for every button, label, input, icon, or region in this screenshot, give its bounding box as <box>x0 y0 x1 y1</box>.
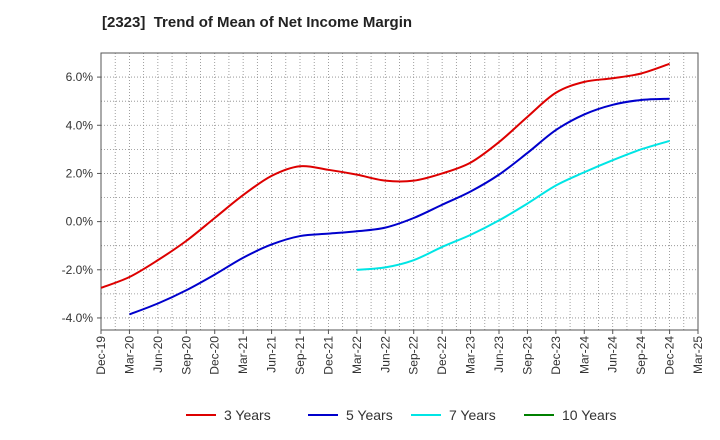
x-tick-label: Mar-24 <box>577 336 591 374</box>
x-tick-label: Dec-19 <box>94 336 108 375</box>
x-tick-label: Mar-25 <box>691 336 705 374</box>
x-tick-label: Mar-21 <box>236 336 250 374</box>
series-line-3-years <box>100 62 670 289</box>
y-tick-label: 0.0% <box>66 215 94 229</box>
y-tick-label: 4.0% <box>66 118 94 132</box>
y-tick-label: -2.0% <box>62 263 94 277</box>
x-tick-label: Jun-20 <box>151 336 165 373</box>
plot-border <box>100 52 699 331</box>
x-tick-label: Dec-23 <box>549 336 563 375</box>
x-tick-label: Mar-20 <box>122 336 136 374</box>
grid-lines <box>101 52 698 330</box>
y-tick-label: -4.0% <box>62 311 94 325</box>
legend-label: 5 Years <box>346 407 393 423</box>
x-tick-label: Dec-21 <box>321 336 335 375</box>
chart-title: [2323] Trend of Mean of Net Income Margi… <box>102 14 413 31</box>
x-tick-label: Jun-23 <box>492 336 506 373</box>
x-tick-label: Sep-20 <box>179 336 193 375</box>
x-tick-label: Sep-23 <box>520 336 534 375</box>
x-tick-label: Mar-23 <box>464 336 478 374</box>
x-tick-label: Sep-21 <box>293 336 307 375</box>
y-tick-label: 2.0% <box>66 166 94 180</box>
legend-label: 10 Years <box>562 407 617 423</box>
x-tick-label: Mar-22 <box>350 336 364 374</box>
x-tick-label: Dec-24 <box>663 336 677 375</box>
y-tick-label: 6.0% <box>66 70 94 84</box>
x-tick-label: Sep-24 <box>634 336 648 375</box>
series-line-7-years <box>356 139 670 271</box>
legend-label: 3 Years <box>224 407 271 423</box>
x-tick-label: Dec-22 <box>435 336 449 375</box>
series-line-5-years <box>129 97 670 316</box>
x-tick-label: Dec-20 <box>208 336 222 375</box>
x-tick-label: Jun-22 <box>378 336 392 373</box>
x-tick-label: Sep-22 <box>407 336 421 375</box>
x-tick-label: Jun-21 <box>265 336 279 373</box>
x-tick-label: Jun-24 <box>606 336 620 373</box>
legend-label: 7 Years <box>449 407 496 423</box>
